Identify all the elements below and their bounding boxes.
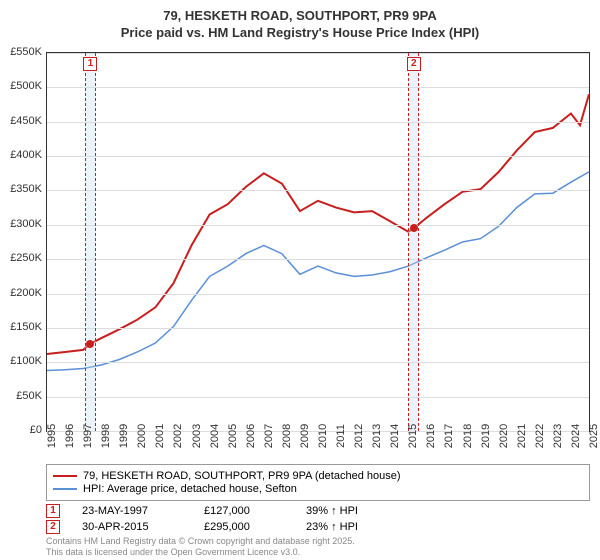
x-tick-label: 2019	[480, 424, 492, 448]
chart-container: 79, HESKETH ROAD, SOUTHPORT, PR9 9PA Pri…	[0, 0, 600, 560]
x-tick-label: 2022	[534, 424, 546, 448]
sale-row-date: 30-APR-2015	[82, 521, 182, 533]
sale-row-price: £127,000	[204, 505, 284, 517]
sale-marker-dot	[410, 224, 418, 232]
x-tick-label: 2002	[172, 424, 184, 448]
chart-svg	[47, 53, 589, 431]
x-tick-label: 2014	[389, 424, 401, 448]
x-tick-label: 2004	[209, 424, 221, 448]
x-tick-label: 2021	[516, 424, 528, 448]
gridline	[47, 259, 589, 260]
sale-row-diff: 39% ↑ HPI	[306, 505, 426, 517]
sales-table: 1 23-MAY-1997 £127,000 39% ↑ HPI 2 30-APR-201…	[46, 502, 590, 536]
legend: 79, HESKETH ROAD, SOUTHPORT, PR9 9PA (de…	[46, 464, 590, 501]
y-tick-label: £350K	[10, 183, 42, 195]
gridline	[47, 225, 589, 226]
title-block: 79, HESKETH ROAD, SOUTHPORT, PR9 9PA Pri…	[0, 0, 600, 46]
legend-row: 79, HESKETH ROAD, SOUTHPORT, PR9 9PA (de…	[53, 470, 583, 482]
y-tick-label: £300K	[10, 218, 42, 230]
y-tick-label: £0	[30, 424, 42, 436]
gridline	[47, 294, 589, 295]
x-tick-label: 2008	[281, 424, 293, 448]
y-tick-label: £50K	[16, 390, 42, 402]
sale-marker-box: 2	[407, 57, 421, 71]
gridline	[47, 156, 589, 157]
gridline	[47, 397, 589, 398]
y-tick-label: £400K	[10, 149, 42, 161]
legend-swatch	[53, 488, 77, 490]
x-tick-label: 2007	[263, 424, 275, 448]
title-address: 79, HESKETH ROAD, SOUTHPORT, PR9 9PA	[0, 8, 600, 25]
x-tick-label: 2024	[570, 424, 582, 448]
x-tick-label: 2018	[462, 424, 474, 448]
x-tick-label: 2017	[443, 424, 455, 448]
x-tick-label: 2020	[498, 424, 510, 448]
sale-row-diff: 23% ↑ HPI	[306, 521, 426, 533]
x-tick-label: 2011	[335, 424, 347, 448]
x-tick-label: 2006	[245, 424, 257, 448]
y-tick-label: £550K	[10, 46, 42, 58]
x-tick-label: 1997	[82, 424, 94, 448]
x-tick-label: 2023	[552, 424, 564, 448]
sale-row-date: 23-MAY-1997	[82, 505, 182, 517]
gridline	[47, 87, 589, 88]
x-tick-label: 2012	[353, 424, 365, 448]
sale-marker-dot	[86, 340, 94, 348]
x-tick-label: 2005	[227, 424, 239, 448]
gridline	[47, 122, 589, 123]
gridline	[47, 190, 589, 191]
legend-label: HPI: Average price, detached house, Seft…	[83, 483, 297, 495]
x-tick-label: 2016	[425, 424, 437, 448]
sale-row: 1 23-MAY-1997 £127,000 39% ↑ HPI	[46, 504, 590, 518]
x-tick-label: 2015	[407, 424, 419, 448]
sale-band	[85, 53, 96, 431]
y-tick-label: £200K	[10, 287, 42, 299]
x-tick-label: 2013	[371, 424, 383, 448]
y-tick-label: £250K	[10, 252, 42, 264]
attribution-line1: Contains HM Land Registry data © Crown c…	[46, 536, 355, 547]
y-axis: £0£50K£100K£150K£200K£250K£300K£350K£400…	[0, 52, 44, 432]
sale-row-marker: 2	[46, 520, 60, 534]
x-tick-label: 1998	[100, 424, 112, 448]
gridline	[47, 328, 589, 329]
sale-row: 2 30-APR-2015 £295,000 23% ↑ HPI	[46, 520, 590, 534]
legend-label: 79, HESKETH ROAD, SOUTHPORT, PR9 9PA (de…	[83, 470, 401, 482]
attribution-line2: This data is licensed under the Open Gov…	[46, 547, 355, 558]
plot-area: 12	[46, 52, 590, 432]
x-tick-label: 2025	[588, 424, 600, 448]
y-tick-label: £100K	[10, 355, 42, 367]
legend-row: HPI: Average price, detached house, Seft…	[53, 483, 583, 495]
y-tick-label: £500K	[10, 80, 42, 92]
sale-row-price: £295,000	[204, 521, 284, 533]
sale-band	[408, 53, 419, 431]
x-tick-label: 1996	[64, 424, 76, 448]
gridline	[47, 53, 589, 54]
sale-marker-box: 1	[83, 57, 97, 71]
x-tick-label: 1995	[46, 424, 58, 448]
title-subtitle: Price paid vs. HM Land Registry's House …	[0, 25, 600, 42]
y-tick-label: £150K	[10, 321, 42, 333]
legend-swatch	[53, 475, 77, 477]
x-tick-label: 2010	[317, 424, 329, 448]
x-tick-label: 2000	[136, 424, 148, 448]
x-tick-label: 2001	[154, 424, 166, 448]
y-tick-label: £450K	[10, 115, 42, 127]
x-tick-label: 2009	[299, 424, 311, 448]
x-tick-label: 1999	[118, 424, 130, 448]
sale-row-marker: 1	[46, 504, 60, 518]
x-tick-label: 2003	[191, 424, 203, 448]
attribution: Contains HM Land Registry data © Crown c…	[46, 536, 355, 558]
gridline	[47, 362, 589, 363]
